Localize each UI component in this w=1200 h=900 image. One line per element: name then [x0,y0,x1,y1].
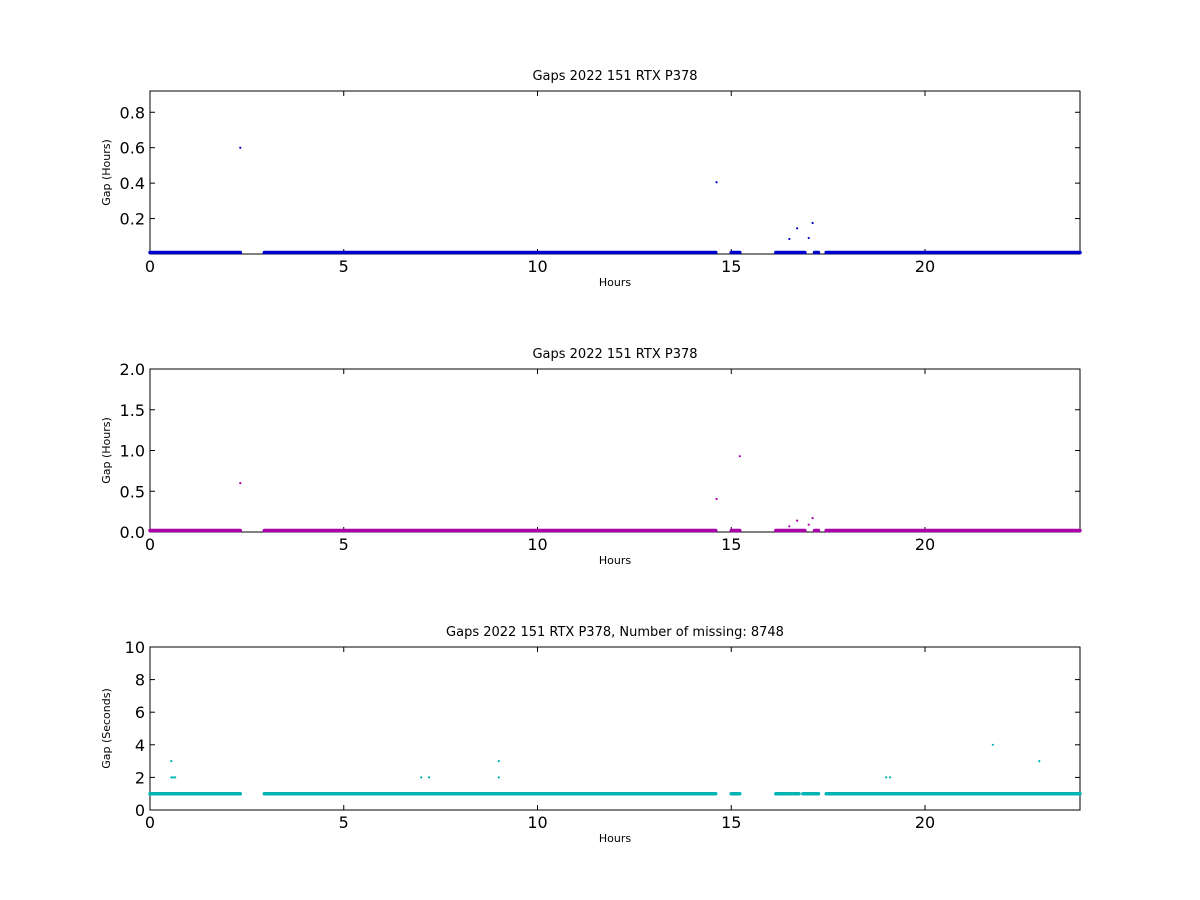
data-point [172,776,175,779]
axes-frame [149,90,1081,255]
subplot-gap-hours-magenta: Gaps 2022 151 RTX P378 Hours Gap (Hours) 0 5… [100,347,1082,567]
x-tick-label: 5 [339,257,349,276]
x-tick-label: 0 [145,257,155,276]
chart-title: Gaps 2022 151 RTX P378 [532,347,697,362]
x-tick-label: 15 [721,813,741,832]
y-axis-label: Gap (Hours) [100,139,113,206]
y-tick-label: 0.2 [120,210,145,229]
subplot-gap-hours-blue: Gaps 2022 151 RTX P378 Hours Gap (Hours) 0 5… [100,69,1082,289]
data-point [788,525,791,528]
data-point [1038,760,1041,763]
y-tick-label: 0.0 [120,523,145,542]
x-tick-label: 10 [527,813,547,832]
data-point [796,227,799,230]
data-point [420,776,423,779]
y-tick-label: 6 [135,703,145,722]
x-tick-label: 15 [721,257,741,276]
x-tick-label: 10 [527,535,547,554]
y-tick-label: 4 [135,736,145,755]
data-point [811,517,814,520]
data-point [427,776,431,779]
x-tick-label: 5 [339,535,349,554]
axes-frame [149,368,1081,533]
data-point [796,519,799,522]
y-tick-label: 0.6 [120,139,145,158]
x-tick-label: 0 [145,535,155,554]
y-tick-label: 1.5 [120,401,145,420]
data-point [715,181,718,184]
y-axis-label: Gap (Seconds) [100,688,113,769]
x-tick-label: 20 [915,813,935,832]
y-tick-label: 8 [135,671,145,690]
y-tick-label: 0.5 [120,482,145,501]
data-point [807,236,810,240]
data-point [174,776,177,779]
x-tick-label: 20 [915,257,935,276]
x-tick-label: 15 [721,535,741,554]
data-point [788,237,791,241]
y-tick-label: 0.4 [120,174,145,193]
data-point [239,482,242,485]
data-point [170,776,173,779]
x-tick-label: 5 [339,813,349,832]
x-axis-label: Hours [599,832,631,845]
x-tick-label: 10 [527,257,547,276]
data-point [497,776,500,779]
y-tick-label: 1.0 [120,442,145,461]
data-point [811,221,814,225]
x-axis-label: Hours [599,554,631,567]
data-point [889,776,892,779]
y-tick-label: 0.8 [120,103,145,122]
y-tick-label: 10 [125,638,145,657]
data-point [885,776,888,779]
data-point [738,455,741,458]
y-tick-label: 0 [135,801,145,820]
axes-frame [149,646,1081,811]
y-tick-label: 2 [135,768,145,787]
data-point [807,523,810,526]
chart-title: Gaps 2022 151 RTX P378 [532,69,697,84]
x-tick-label: 20 [915,535,935,554]
x-tick-label: 0 [145,813,155,832]
data-point [170,760,173,763]
subplot-gap-seconds-cyan: Gaps 2022 151 RTX P378, Number of missin… [100,625,1082,845]
data-point [715,497,718,501]
chart-title: Gaps 2022 151 RTX P378, Number of missin… [446,625,784,640]
y-axis-label: Gap (Hours) [100,417,113,484]
data-point [497,760,500,763]
data-point [239,146,242,149]
y-tick-label: 2.0 [120,360,145,379]
data-point [991,743,994,746]
x-axis-label: Hours [599,276,631,289]
